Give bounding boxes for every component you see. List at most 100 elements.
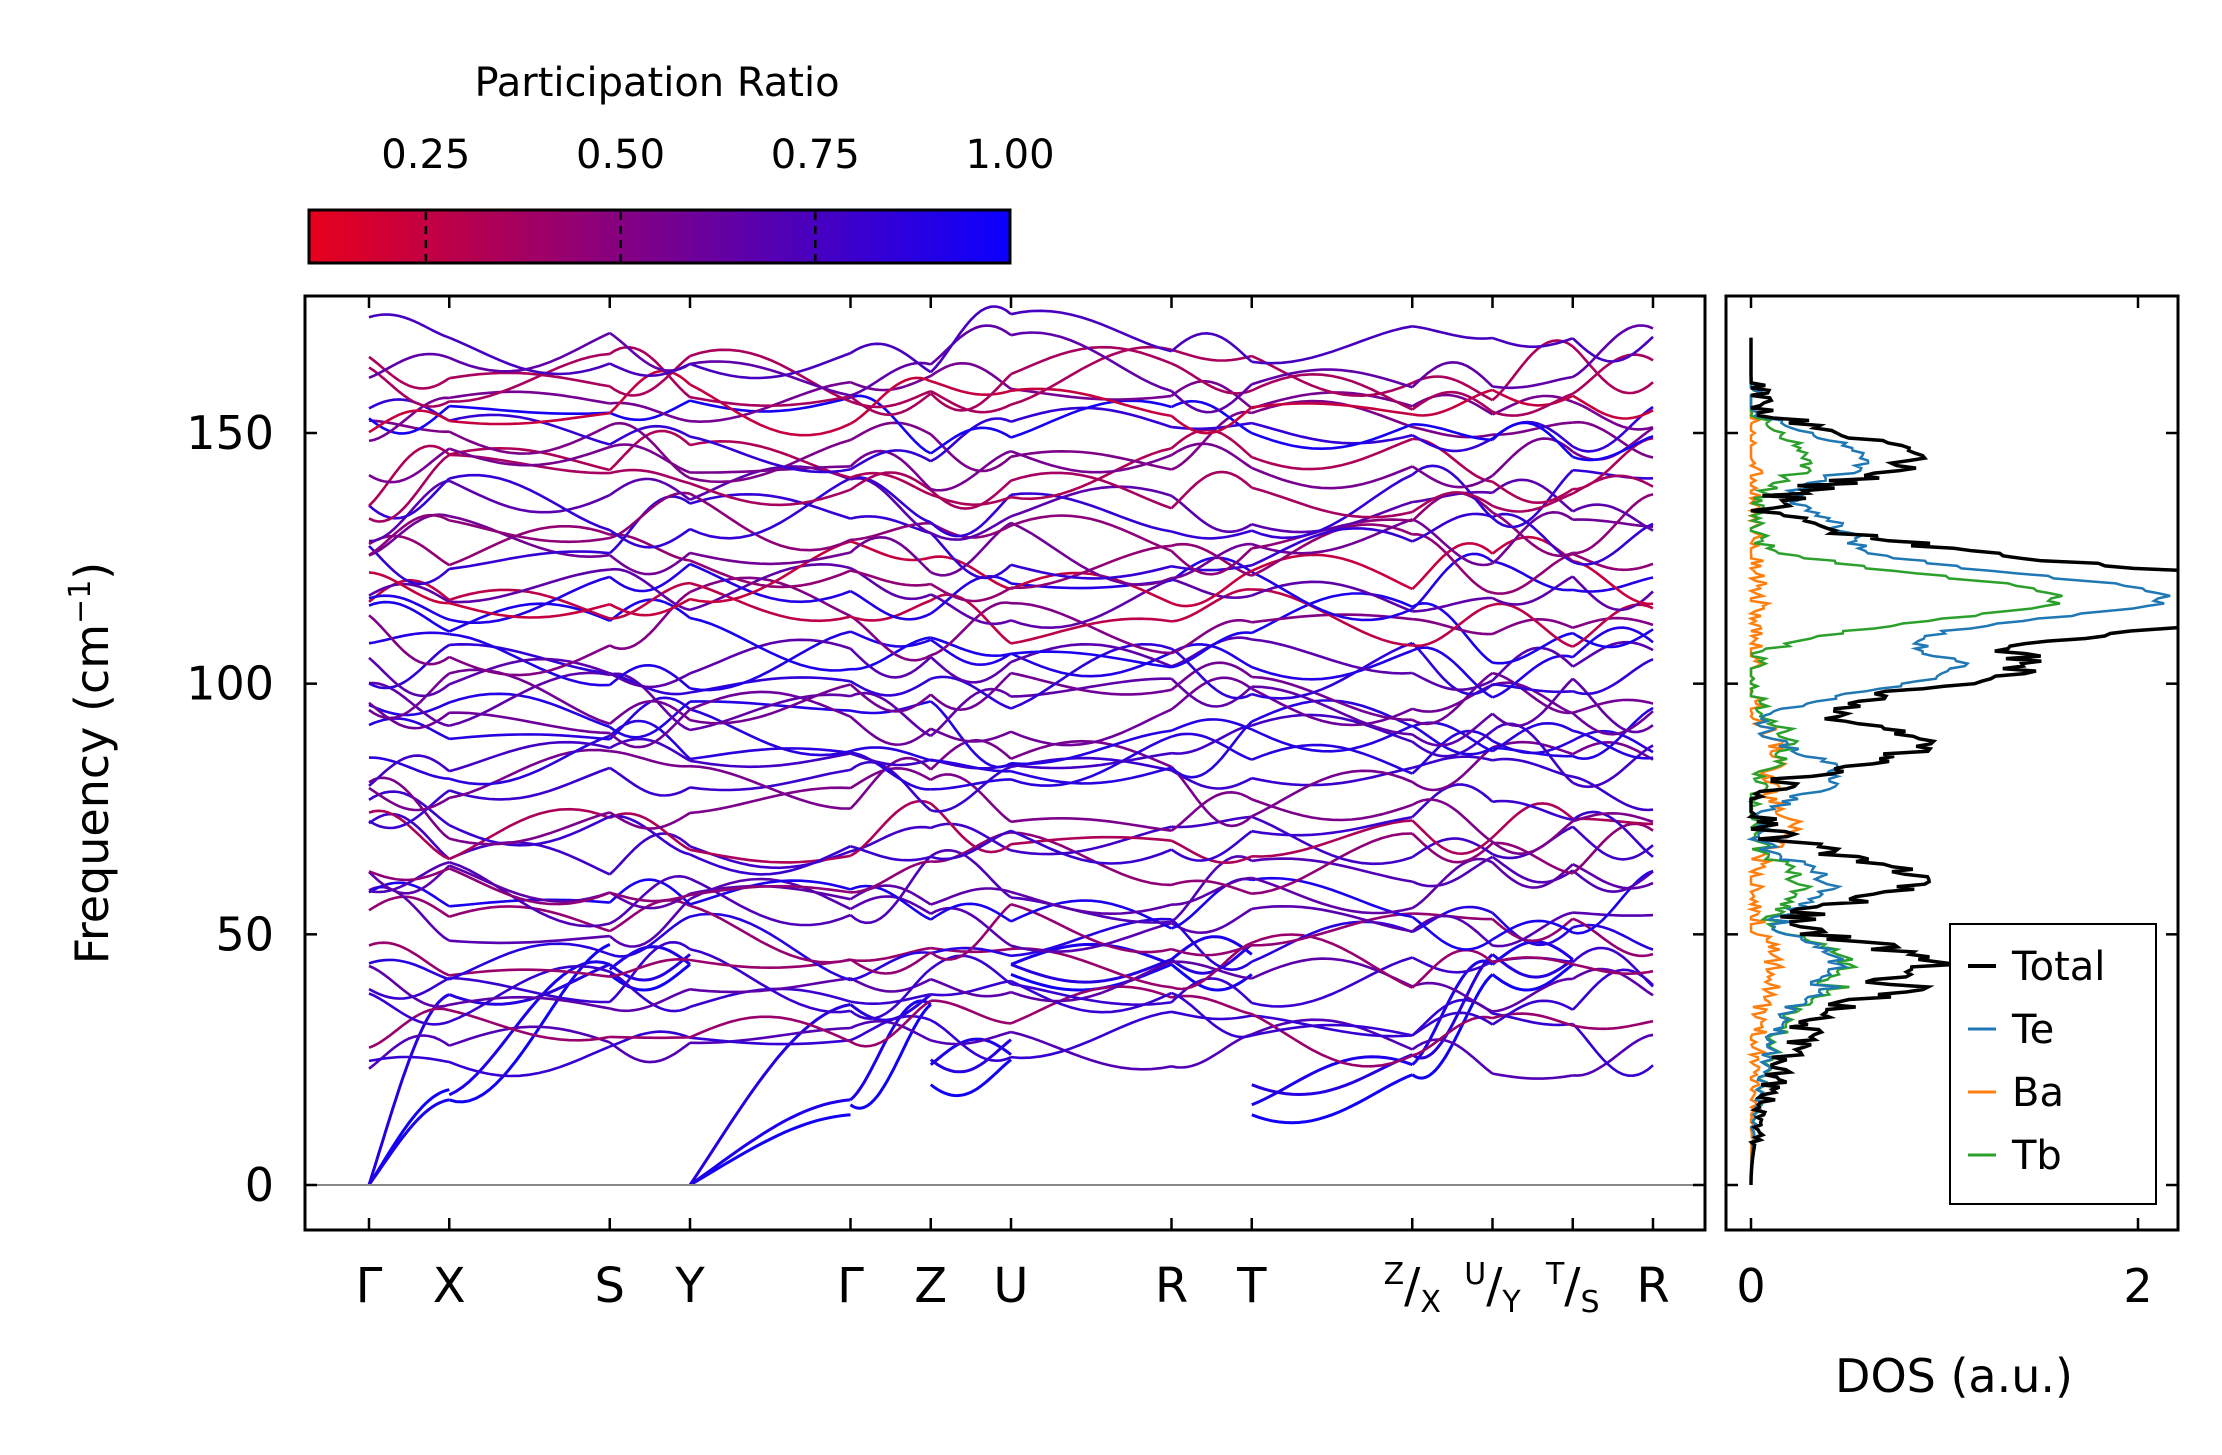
optical-branch: [1572, 1019, 1654, 1031]
optical-branch: [930, 493, 1012, 507]
optical-branch: [689, 492, 851, 520]
optical-branch: [1010, 309, 1172, 353]
optical-branch: [1170, 406, 1253, 435]
optical-branch: [608, 898, 691, 948]
optical-branch: [449, 411, 610, 426]
optical-branch: [1170, 661, 1253, 691]
optical-branch: [1572, 576, 1654, 593]
optical-branch: [449, 668, 611, 726]
optical-branch: [448, 525, 611, 567]
optical-branch: [1010, 449, 1172, 471]
optical-branch: [448, 1008, 611, 1042]
optical-branch: [368, 701, 450, 717]
colorbar-title: Participation Ratio: [474, 60, 839, 106]
optical-branch: [448, 841, 611, 876]
optical-branch: [609, 1030, 691, 1048]
optical-branch: [1010, 399, 1172, 439]
optical-branch: [1010, 571, 1173, 605]
optical-branch: [448, 964, 611, 1023]
optical-branch: [1572, 967, 1654, 997]
optical-branch: [849, 535, 932, 574]
optical-branch: [609, 532, 691, 562]
optical-branch: [368, 582, 450, 604]
optical-branch: [448, 445, 611, 467]
optical-branch: [930, 582, 1012, 603]
optical-branch: [1170, 918, 1253, 972]
optical-branch: [1010, 331, 1172, 393]
optical-branch: [1170, 470, 1253, 510]
optical-branch: [448, 811, 611, 846]
optical-branch: [368, 756, 450, 780]
optical-branch: [1251, 421, 1413, 445]
optical-branch: [1491, 421, 1574, 458]
optical-branch: [449, 473, 611, 532]
optical-branch: [1010, 899, 1173, 930]
optical-branch: [609, 491, 691, 540]
optical-branch: [1010, 617, 1172, 645]
optical-branch: [689, 581, 851, 623]
optical-branch: [930, 636, 1012, 658]
optical-branch: [689, 616, 851, 672]
optical-branch: [1171, 588, 1252, 623]
optical-branch: [609, 891, 691, 903]
optical-branch: [448, 807, 611, 861]
optical-branch: [850, 471, 932, 496]
optical-branch: [1412, 596, 1493, 613]
optical-branch: [1251, 368, 1413, 389]
optical-branch: [850, 993, 932, 1005]
optical-branch: [689, 439, 851, 479]
optical-branch: [1572, 405, 1654, 453]
optical-branch: [1491, 911, 1574, 947]
optical-branch: [850, 476, 932, 524]
band-lines: [367, 305, 1654, 1187]
optical-branch: [1491, 999, 1574, 1026]
optical-branch: [449, 642, 610, 675]
optical-branch: [449, 976, 610, 1004]
optical-branch: [689, 879, 851, 906]
optical-branch: [368, 419, 450, 433]
k-point-label: Γ: [837, 1258, 864, 1314]
optical-branch: [1251, 904, 1413, 933]
optical-branch: [1491, 861, 1574, 889]
optical-branch: [608, 700, 691, 725]
k-point-label: Z: [914, 1258, 947, 1314]
optical-branch: [849, 760, 932, 812]
optical-branch: [689, 752, 851, 769]
acoustic-branch: [1491, 963, 1574, 992]
colorbar-tick-label: 0.25: [381, 132, 470, 178]
optical-branch: [1171, 348, 1253, 362]
optical-branch: [1010, 492, 1172, 533]
optical-branch: [1571, 345, 1654, 395]
optical-branch: [1411, 729, 1494, 775]
optical-branch: [689, 576, 852, 618]
optical-branch: [1412, 388, 1493, 417]
optical-branch: [449, 514, 610, 559]
optical-branch: [1010, 825, 1172, 856]
optical-branch: [368, 594, 450, 621]
optical-branch: [1010, 671, 1172, 696]
optical-branch: [1491, 919, 1574, 941]
optical-branch: [1491, 646, 1574, 682]
optical-branch: [609, 567, 691, 612]
optical-branch: [449, 371, 611, 388]
optical-branch: [368, 453, 451, 523]
optical-branch: [1010, 471, 1172, 510]
optical-branch: [368, 1055, 450, 1064]
acoustic-branch: [1010, 942, 1173, 966]
optical-branch: [689, 912, 851, 982]
optical-branch: [1251, 675, 1413, 722]
optical-branch: [1572, 1033, 1654, 1077]
optical-branch: [368, 885, 450, 942]
acoustic-branch: [367, 1098, 450, 1186]
optical-branch: [850, 691, 932, 738]
optical-branch: [1171, 732, 1253, 761]
optical-branch: [1010, 345, 1172, 376]
optical-branch: [1491, 677, 1574, 728]
optical-branch: [1010, 816, 1172, 832]
optical-branch: [930, 822, 1012, 852]
acoustic-branch: [1411, 959, 1494, 1066]
optical-branch: [449, 413, 611, 446]
optical-branch: [609, 597, 691, 617]
optical-branch: [930, 574, 1012, 615]
optical-branch: [1491, 394, 1574, 416]
